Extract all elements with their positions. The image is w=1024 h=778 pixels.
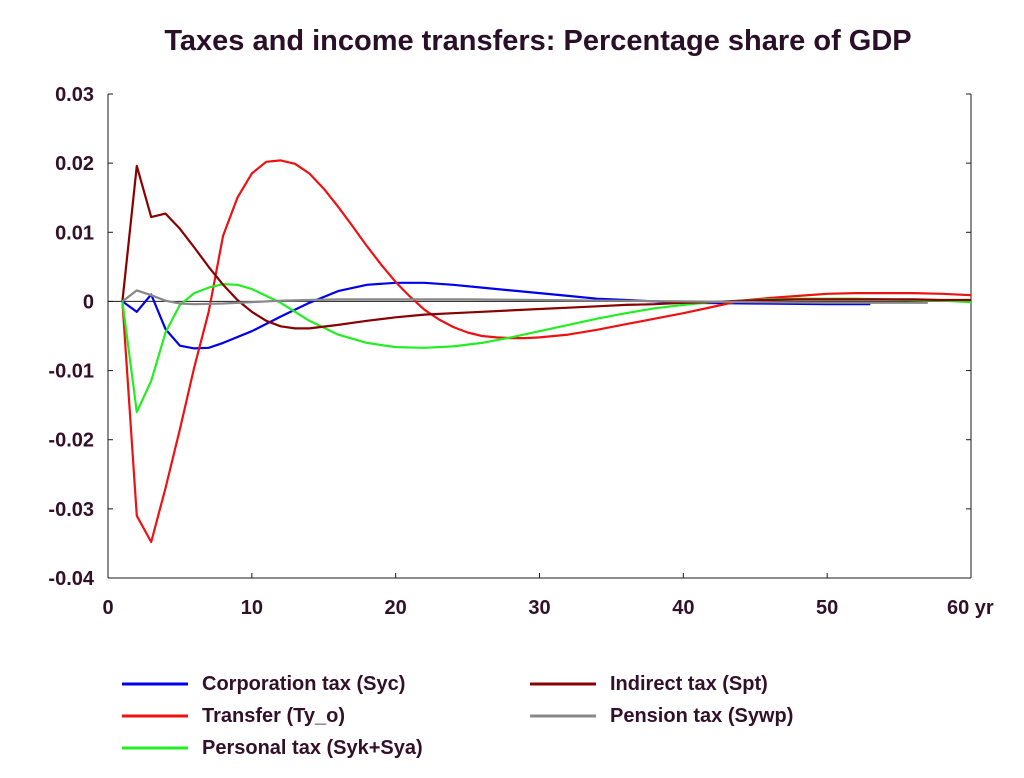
y-tick-label: -0.01	[48, 361, 94, 383]
series-layer	[121, 159, 972, 544]
x-tick-label: 50	[816, 597, 838, 619]
x-tick-label: 0	[102, 597, 113, 619]
y-tick-label: -0.04	[48, 568, 94, 590]
series-line-1	[121, 281, 871, 350]
x-tick-label: 10	[241, 597, 263, 619]
legend-label: Pension tax (Sywp)	[610, 705, 793, 727]
x-tick-label: 30	[528, 597, 550, 619]
series-line-4	[121, 164, 971, 330]
y-tick-label: 0.02	[55, 153, 94, 175]
legend-label: Corporation tax (Syc)	[202, 673, 405, 695]
legend-item: Pension tax (Sywp)	[530, 705, 793, 727]
x-axis: 0 10 20 30 40 50 60 yr	[102, 573, 994, 619]
x-tick-label: 60 yr	[947, 597, 994, 619]
y-tick-label: 0.01	[55, 222, 94, 244]
series-line-2	[121, 159, 972, 544]
y-axis: 0.03 0.02 0.01 0 -0.01 -0.02 -0.03 -0.04	[48, 84, 971, 590]
y-tick-label: -0.03	[48, 499, 94, 521]
y-tick-label: 0.03	[55, 84, 94, 106]
legend: Corporation tax (Syc) Transfer (Ty_o) Pers…	[122, 673, 793, 759]
legend-label: Personal tax (Syk+Sya)	[202, 737, 423, 759]
series-line-5	[121, 289, 928, 306]
x-tick-label: 20	[385, 597, 407, 619]
chart-title: Taxes and income transfers: Percentage s…	[164, 25, 911, 57]
legend-item: Indirect tax (Spt)	[530, 673, 768, 695]
y-tick-label: -0.02	[48, 430, 94, 452]
y-tick-label: 0	[83, 291, 94, 313]
legend-label: Transfer (Ty_o)	[202, 705, 345, 727]
legend-item: Corporation tax (Syc)	[122, 673, 405, 695]
legend-item: Transfer (Ty_o)	[122, 705, 345, 727]
x-tick-label: 40	[672, 597, 694, 619]
legend-label: Indirect tax (Spt)	[610, 673, 768, 695]
legend-item: Personal tax (Syk+Sya)	[122, 737, 423, 759]
